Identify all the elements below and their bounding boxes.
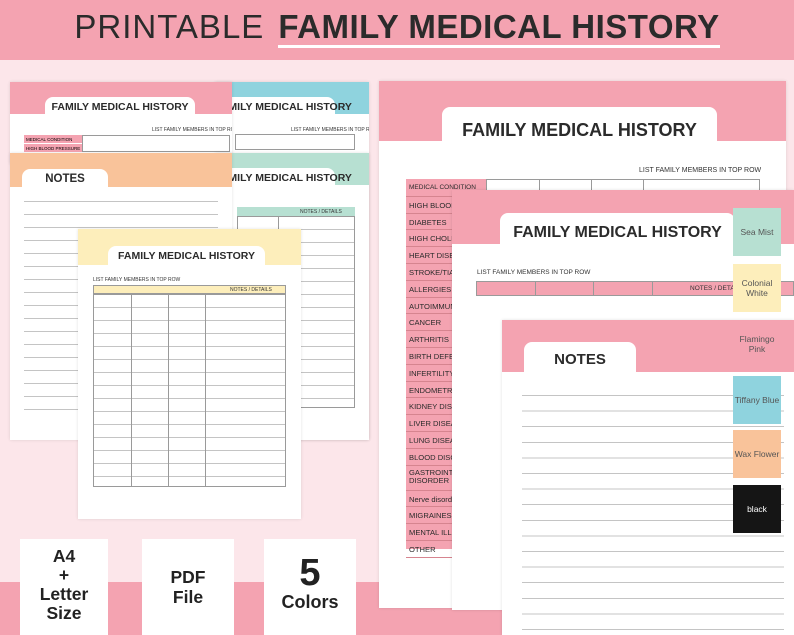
badge-size-line2: + (58, 565, 70, 585)
condition-row: INFERTILITY (406, 365, 486, 382)
badge-file: PDF File (142, 539, 234, 635)
table-grid (82, 135, 230, 152)
condition-row: MIGRAINES (406, 507, 486, 525)
condition-row: STROKE/TIA (406, 264, 486, 281)
swatch-sea-mist: Sea Mist (733, 208, 781, 256)
badge-size: A4 + Letter Size (20, 539, 108, 635)
swatch-flamingo-pink: Flamingo Pink (733, 320, 781, 368)
condition-row: HIGH CHOLES (406, 230, 486, 248)
condition-row: ALLERGIES (406, 281, 486, 298)
swatch-wax-flower: Wax Flower (733, 430, 781, 478)
list-family-label: LIST FAMILY MEMBERS IN TOP ROW (291, 127, 369, 133)
page-title: PRINTABLE FAMILY MEDICAL HISTORY (0, 8, 794, 48)
preview-page-pink: FAMILY MEDICAL HISTORY LIST FAMILY MEMBE… (10, 82, 232, 164)
condition-row: KIDNEY DISEA (406, 398, 486, 416)
condition-row: LUNG DISEAS (406, 432, 486, 449)
condition-row: BIRTH DEFECT (406, 348, 486, 365)
table-header (476, 281, 794, 296)
condition-cell: HIGH BLOOD PRESSURE (24, 144, 82, 152)
condition-row: CANCER (406, 314, 486, 332)
page-heading: FAMILY MEDICAL HISTORY (45, 97, 195, 119)
swatch-tiffany-blue: Tiffany Blue (733, 376, 781, 424)
notes-details-label: NOTES / DETAI (690, 285, 737, 292)
preview-page-yellow: FAMILY MEDICAL HISTORY LIST FAMILY MEMBE… (78, 229, 301, 519)
notes-details-label: NOTES / DETAILS (300, 209, 342, 215)
badge-size-line4: Size (46, 603, 82, 623)
title-family-medical-history: FAMILY MEDICAL HISTORY (278, 8, 720, 48)
page-heading: FAMILY MEDICAL HISTORY (442, 107, 717, 147)
badge-file-line2: File (172, 587, 204, 607)
badge-size-line3: Letter (39, 584, 89, 604)
notes-heading: NOTES (524, 342, 636, 376)
condition-row: ARTHRITIS (406, 331, 486, 348)
list-family-label: LIST FAMILY MEMBERS IN TOP ROW (639, 167, 762, 174)
table-grid (235, 134, 355, 150)
notes-details-label: NOTES / DETAILS (230, 287, 272, 293)
condition-row: ENDOMETRIO (406, 382, 486, 399)
swatch-black: black (733, 485, 781, 533)
condition-row: BLOOD DISOR (406, 449, 486, 466)
badge-colors-label: Colors (281, 592, 339, 612)
notes-heading: NOTES (22, 169, 108, 191)
badge-colors: 5 Colors (264, 539, 356, 635)
list-family-label: LIST FAMILY MEMBERS IN TOP ROW (477, 269, 591, 276)
page-heading: FAMILY MEDICAL HISTORY (500, 213, 735, 247)
condition-row: Nerve disord (406, 491, 486, 508)
swatch-colonial-white: Colonial White (733, 264, 781, 312)
page-heading: FAMILY MEDICAL HISTORY (108, 246, 265, 268)
notes-header-bar (237, 207, 355, 216)
table-header (93, 285, 286, 294)
condition-row: GASTROINTE DISORDER (406, 466, 486, 491)
condition-row: LIVER DISEAS (406, 415, 486, 432)
condition-row: HIGH BLOOD (406, 197, 486, 214)
condition-row: HEART DISEAS (406, 247, 486, 264)
condition-row: MENTAL ILLNE (406, 524, 486, 541)
condition-row: OTHER (406, 541, 486, 558)
list-family-label: LIST FAMILY MEMBERS IN TOP ROW (152, 127, 232, 133)
list-family-label: LIST FAMILY MEMBERS IN TOP ROW (93, 277, 181, 283)
table-grid (93, 294, 286, 487)
badge-size-line1: A4 (52, 546, 76, 566)
condition-row: DIABETES (406, 214, 486, 231)
header-band (0, 0, 794, 60)
condition-cell: MEDICAL CONDITION (24, 135, 82, 143)
condition-row: MEDICAL CONDITION (406, 180, 486, 197)
title-printable: PRINTABLE (74, 8, 265, 45)
badge-colors-number: 5 (299, 552, 321, 594)
badge-file-line1: PDF (170, 567, 206, 587)
page-heading: FAMILY MEDICAL HISTORY (215, 97, 352, 119)
condition-row: AUTOIMMUN (406, 298, 486, 315)
page-heading: FAMILY MEDICAL HISTORY (215, 168, 352, 190)
